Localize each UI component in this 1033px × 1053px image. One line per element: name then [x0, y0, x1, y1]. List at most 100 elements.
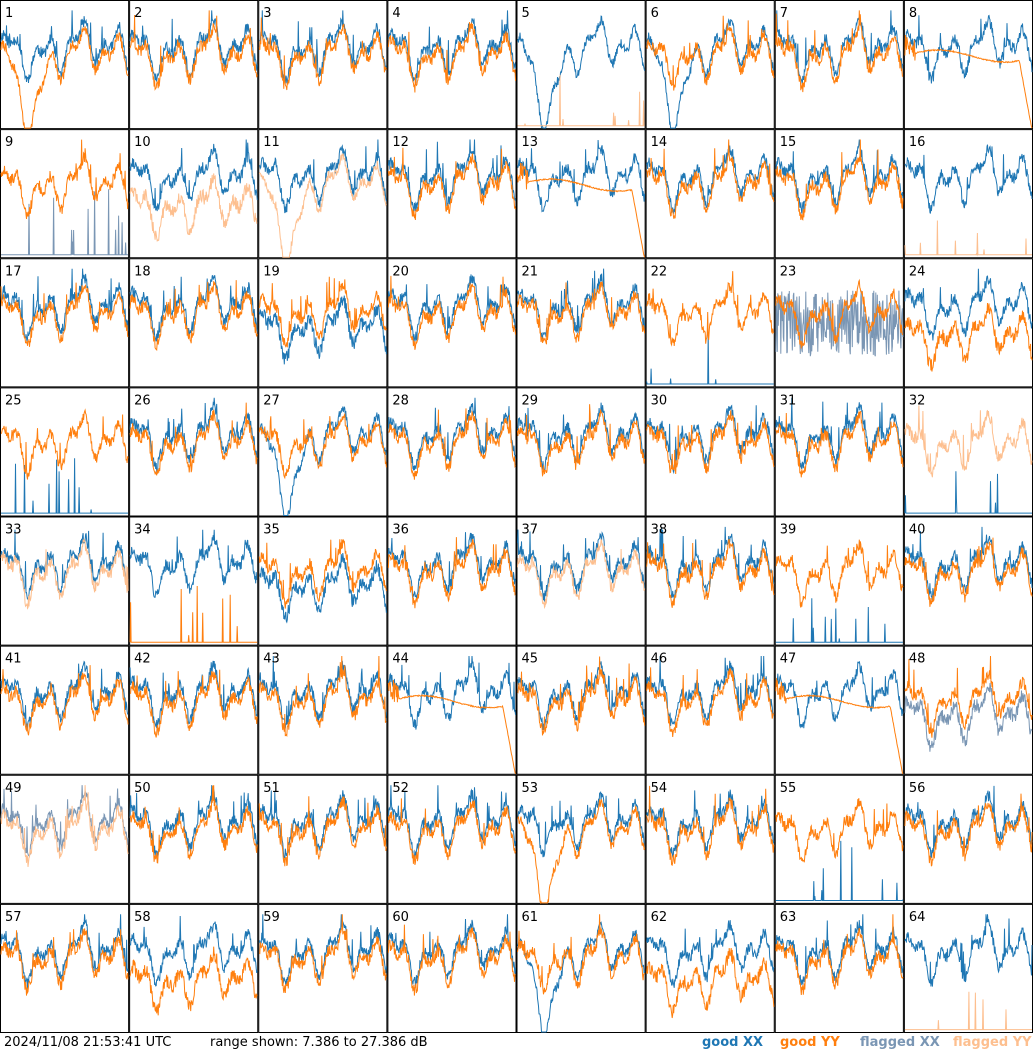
- series-xx: [517, 268, 646, 340]
- panel-label: 8: [909, 6, 917, 21]
- panel-60: 60: [387, 903, 517, 1033]
- series-yy: [258, 153, 387, 258]
- series-yy: [775, 139, 904, 221]
- series-yy: [129, 173, 258, 243]
- panel-label: 63: [780, 910, 797, 925]
- panel-6: 6: [645, 0, 775, 130]
- series-yy: [904, 34, 1033, 129]
- series-yy: [904, 537, 1033, 607]
- series-yy: [775, 677, 904, 775]
- panel-label: 27: [263, 393, 280, 408]
- panel-33: 33: [0, 516, 130, 646]
- series-yy: [129, 280, 258, 352]
- series-xx: [775, 661, 904, 729]
- panel-20: 20: [387, 258, 517, 388]
- panel-35: 35: [258, 516, 388, 646]
- panel-label: 50: [134, 781, 151, 796]
- series-yy: [517, 281, 646, 345]
- series-yy: [388, 408, 516, 480]
- series-xx: [258, 295, 387, 365]
- panel-frame: [516, 129, 646, 259]
- panel-23: 23: [774, 258, 904, 388]
- series-yy: [904, 655, 1033, 738]
- panel-45: 45: [516, 645, 646, 775]
- panel-64: 64: [903, 903, 1033, 1033]
- panel-label: 47: [780, 652, 797, 667]
- panel-1: 1: [0, 0, 130, 130]
- series-xx: [129, 785, 258, 857]
- panel-label: 29: [522, 393, 539, 408]
- panel-label: 1: [5, 6, 13, 21]
- panel-label: 14: [651, 135, 668, 150]
- panel-label: 35: [263, 523, 280, 538]
- series-yy: [646, 271, 775, 347]
- series-yy: [517, 74, 645, 127]
- panel-label: 30: [651, 393, 668, 408]
- series-xx: [0, 660, 129, 731]
- panel-40: 40: [903, 516, 1033, 646]
- legend-flagged-yy: flagged YY: [953, 1035, 1032, 1050]
- panel-label: 40: [909, 523, 926, 538]
- series-xx: [775, 397, 904, 470]
- series-yy: [0, 26, 129, 129]
- series-yy: [0, 538, 129, 610]
- series-yy: [646, 947, 775, 1019]
- panel-47: 47: [774, 645, 904, 775]
- panel-31: 31: [774, 387, 904, 517]
- panel-label: 62: [651, 910, 668, 925]
- panel-58: 58: [129, 903, 259, 1033]
- series-xx: [0, 268, 129, 343]
- series-xx: [0, 529, 129, 601]
- series-xx: [1, 458, 129, 514]
- panel-29: 29: [516, 387, 646, 517]
- panel-38: 38: [645, 516, 775, 646]
- series-xx: [904, 268, 1033, 341]
- series-yy: [517, 914, 646, 995]
- series-yy: [0, 785, 129, 867]
- series-yy: [259, 914, 387, 994]
- panel-label: 31: [780, 393, 797, 408]
- panel-label: 2: [134, 6, 142, 21]
- panel-label: 28: [392, 393, 409, 408]
- panel-label: 13: [522, 135, 539, 150]
- series-yy: [0, 408, 129, 480]
- panel-label: 32: [909, 393, 926, 408]
- panel-label: 5: [522, 6, 530, 21]
- series-xx: [0, 10, 129, 84]
- panel-26: 26: [129, 387, 259, 517]
- series-xx: [646, 920, 775, 988]
- series-xx: [775, 598, 903, 643]
- panel-14: 14: [645, 129, 775, 259]
- panel-label: 56: [909, 781, 926, 796]
- panel-label: 42: [134, 652, 151, 667]
- footer: 2024/11/08 21:53:41 UTC range shown: 7.3…: [0, 1033, 1033, 1053]
- panel-label: 4: [392, 6, 400, 21]
- series-yy: [129, 585, 258, 643]
- series-yy: [775, 539, 904, 608]
- panel-label: 41: [5, 652, 22, 667]
- panel-37: 37: [516, 516, 646, 646]
- panel-51: 51: [258, 774, 388, 904]
- legend: good XX good YY flagged XX flagged YY: [700, 1035, 1033, 1051]
- panel-27: 27: [258, 387, 388, 517]
- panel-frame: [129, 129, 259, 259]
- legend-good-xx: good XX: [702, 1035, 764, 1050]
- series-yy: [646, 139, 775, 219]
- series-xx: [904, 14, 1033, 84]
- legend-flagged-xx: flagged XX: [860, 1035, 940, 1050]
- panel-16: 16: [903, 129, 1033, 259]
- series-yy: [646, 410, 775, 475]
- panel-label: 48: [909, 652, 926, 667]
- panel-label: 37: [522, 523, 539, 538]
- panel-label: 44: [392, 652, 409, 667]
- series-yy: [517, 538, 646, 610]
- series-yy: [258, 539, 387, 609]
- series-xx: [775, 10, 904, 85]
- series-xx: [775, 840, 904, 901]
- series-yy: [646, 15, 775, 91]
- series-xx: [129, 10, 258, 84]
- series-yy: [0, 665, 129, 736]
- panel-28: 28: [387, 387, 517, 517]
- series-xx: [387, 655, 516, 730]
